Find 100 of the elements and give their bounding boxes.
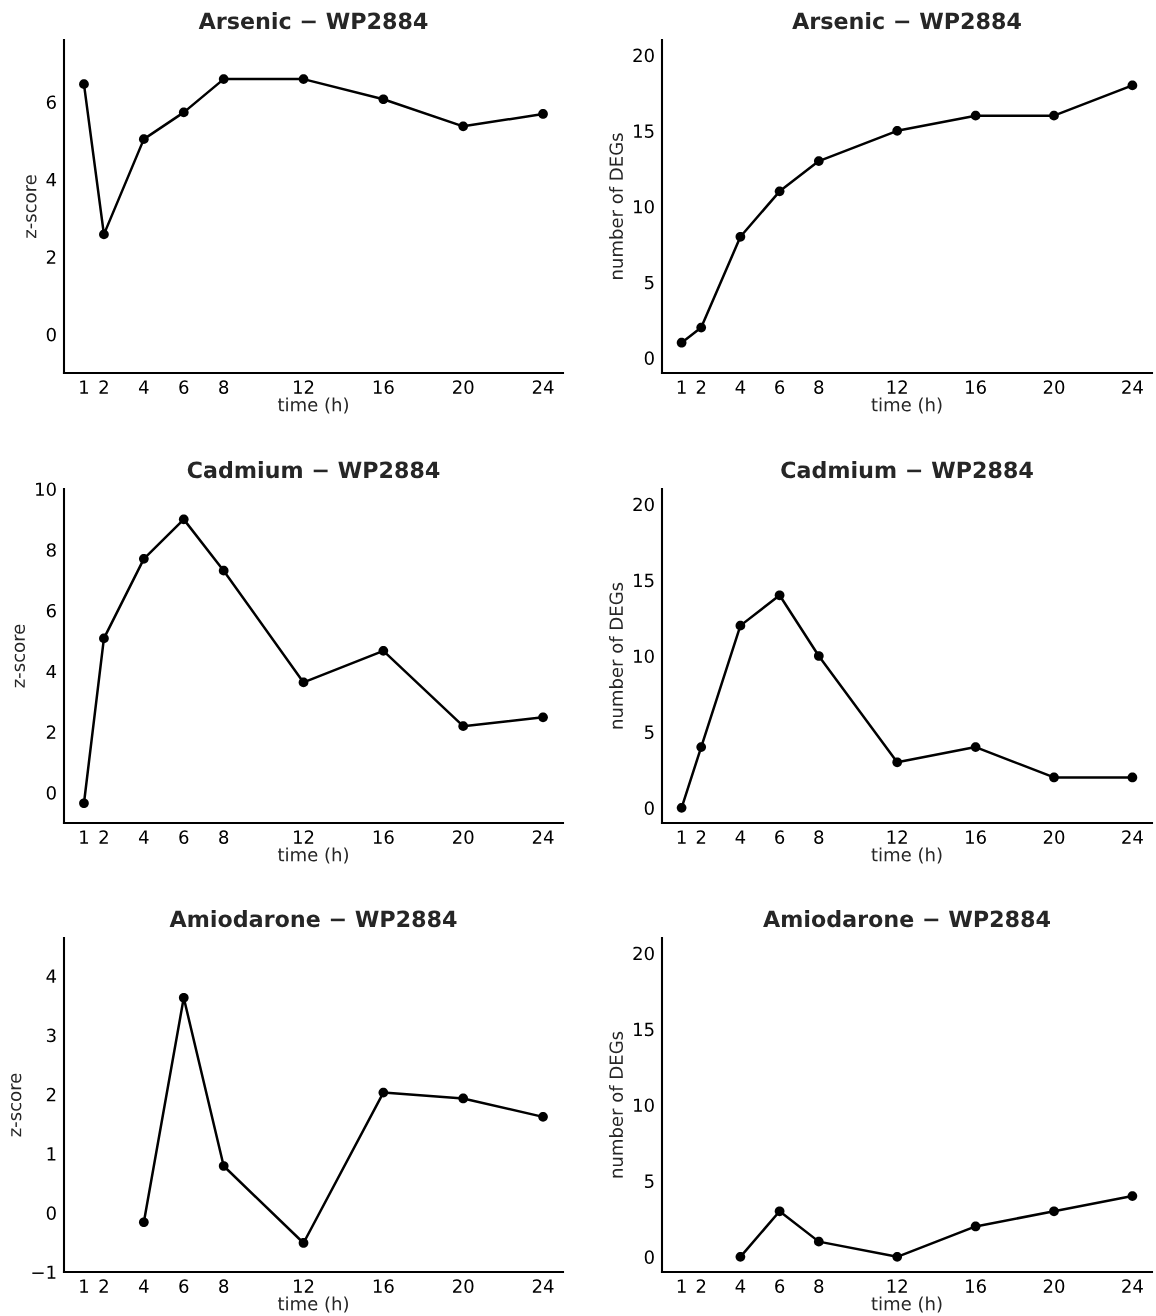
point [99,633,109,644]
chart-title: Arsenic − WP2884 [792,12,1021,30]
y-axis-title: z-score [11,1073,22,1137]
y-tick-label: 15 [634,1022,654,1037]
y-tick-label: 3 [46,1028,56,1043]
y-tick-label: 2 [46,1087,56,1102]
x-tick-label: 20 [453,830,474,844]
y-tick-label: 15 [634,573,654,588]
point [1049,110,1059,121]
x-axis-title: time (h) [277,847,348,864]
point [538,712,548,723]
y-tick-label: 8 [46,543,56,557]
y-tick-label: 1 [47,1147,56,1161]
x-tick-label: 24 [532,380,554,394]
x-tick-label: 6 [179,380,189,394]
point [298,677,309,688]
x-tick-label: 2 [696,830,706,844]
point [178,107,189,118]
x-tick-label: 2 [99,1279,108,1293]
x-tick-label: 4 [138,380,149,394]
x-tick-label: 16 [966,380,986,394]
point [178,514,189,525]
x-tick-label: 12 [294,1279,314,1293]
y-tick-label: 10 [36,482,56,497]
point [970,1221,981,1232]
x-tick-label: 4 [138,1279,149,1293]
point [1127,1191,1138,1201]
y-tick-label: 10 [634,199,654,214]
point [538,1111,548,1122]
x-axis-title: time (h) [277,397,348,414]
point [970,742,981,752]
x-tick-label: 24 [1122,1279,1143,1293]
point [378,94,389,105]
point [735,1251,746,1262]
point [298,74,309,84]
point [378,1087,389,1098]
y-tick-label: 0 [46,327,56,342]
point [1127,80,1138,91]
point [298,1238,309,1248]
point [696,742,707,752]
y-tick-label: 4 [46,664,57,679]
y-axis-title: number of DEGs [609,582,624,729]
x-tick-label: 16 [966,1279,986,1293]
x-tick-label: 24 [1122,830,1143,844]
y-tick-label: 15 [634,124,654,138]
x-tick-label: 16 [966,830,986,844]
point [218,74,229,84]
x-axis-title: time (h) [871,397,942,414]
x-tick-label: 8 [814,830,824,844]
point [79,79,89,89]
x-tick-label: 20 [1043,830,1065,844]
x-tick-label: 4 [138,830,149,844]
y-tick-label: 0 [644,1250,654,1264]
x-tick-label: 2 [696,1279,706,1293]
point [813,1236,824,1247]
x-tick-label: 16 [373,830,394,844]
y-axis-title: z-score [26,175,37,238]
point [892,1251,903,1262]
point [696,322,707,333]
x-tick-label: 8 [219,380,229,394]
x-tick-label: 4 [735,830,746,844]
chart-title: Cadmium − WP2884 [781,461,1033,479]
x-tick-label: 2 [99,830,108,844]
y-tick-label: 4 [46,173,57,187]
x-tick-label: 4 [735,1279,746,1293]
point [538,109,548,119]
x-tick-label: 12 [887,380,907,394]
point [99,229,109,240]
x-tick-label: 1 [677,1279,686,1293]
point [774,1206,785,1217]
x-tick-label: 24 [1122,380,1143,394]
x-axis-title: time (h) [871,847,942,864]
y-tick-label: 2 [46,250,56,264]
y-tick-label: 10 [634,1098,654,1113]
y-tick-label: 0 [46,1206,56,1220]
x-axis-title: time (h) [277,1296,348,1313]
point [218,1161,229,1171]
y-tick-label: 5 [644,1174,654,1189]
y-tick-label: 0 [46,786,56,800]
x-tick-label: 1 [677,830,686,844]
point [218,565,229,576]
x-tick-label: 12 [887,830,907,844]
x-tick-label: 1 [80,380,89,394]
x-tick-label: 1 [80,1279,89,1293]
point [892,125,903,136]
x-tick-label: 1 [80,830,89,844]
x-tick-label: 6 [179,1279,189,1293]
chart-title: Arsenic − WP2884 [198,12,428,30]
y-tick-label: 2 [46,725,56,739]
x-tick-label: 24 [532,1279,554,1293]
y-tick-label: 6 [46,603,56,618]
x-tick-label: 20 [1043,1279,1065,1293]
point [458,1093,469,1104]
y-tick-label: 5 [644,275,654,290]
y-tick-label: 4 [46,969,57,983]
y-tick-label: 0 [644,801,654,815]
y-tick-label: 20 [633,497,654,512]
y-tick-label: 5 [644,725,654,740]
x-tick-label: 8 [219,830,229,844]
x-tick-label: 16 [373,380,394,394]
